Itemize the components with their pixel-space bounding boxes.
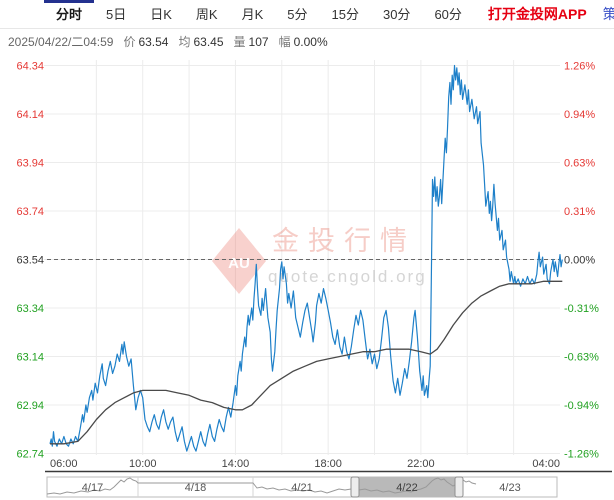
watermark-title: 金投行情 <box>272 226 416 256</box>
y-axis-price-label: 63.74 <box>16 206 44 218</box>
y-axis-price-label: 63.34 <box>16 303 44 315</box>
strategy-badge-label: 策 <box>602 6 614 22</box>
x-axis-time-label: 22:00 <box>407 458 435 470</box>
y-axis-percent-label: 0.31% <box>564 206 595 218</box>
watermark-subtitle: quote.cngold.org <box>268 267 427 286</box>
navigator-date-label: 4/17 <box>82 482 103 494</box>
y-axis-percent-label: 0.00% <box>564 255 595 267</box>
x-axis-time-label: 06:00 <box>50 458 78 470</box>
y-axis-percent-label: -0.63% <box>564 352 599 364</box>
quote-volume: 量 107 <box>233 35 269 49</box>
y-axis-price-label: 62.74 <box>16 449 44 461</box>
y-axis-price-label: 62.94 <box>16 400 44 412</box>
tab-60min[interactable]: 60分 <box>434 6 462 22</box>
y-axis-price-label: 64.34 <box>16 61 44 73</box>
y-axis-percent-label: 1.26% <box>564 61 595 73</box>
tab-week-k[interactable]: 周K <box>195 6 218 22</box>
chart-period-tabbar: 分时 5日 日K 周K 月K 5分 15分 30分 60分 打开金投网APP 策 <box>0 0 614 29</box>
quote-price: 价 63.54 <box>123 35 169 49</box>
y-axis-percent-label: -1.26% <box>564 449 599 461</box>
navigator-date-label: 4/23 <box>499 482 520 494</box>
strategy-badge[interactable]: 策 <box>603 4 614 24</box>
y-axis-price-label: 64.14 <box>16 109 44 121</box>
y-axis-percent-label: 0.94% <box>564 109 595 121</box>
average-price-line <box>50 280 563 445</box>
navigator-sparkline <box>46 477 477 495</box>
x-axis-time-label: 18:00 <box>314 458 342 470</box>
navigator-date-label: 4/18 <box>185 482 206 494</box>
quote-average: 均 63.45 <box>178 35 224 49</box>
tab-30min[interactable]: 30分 <box>382 6 411 22</box>
watermark: AU 金投行情 quote.cngold.org <box>212 226 427 294</box>
y-axis-price-label: 63.94 <box>16 158 44 170</box>
navigator-date-label: 4/22 <box>396 482 417 494</box>
tab-5day[interactable]: 5日 <box>106 6 127 22</box>
price-line <box>49 64 563 452</box>
navigator-date-label: 4/21 <box>291 482 312 494</box>
x-axis-time-label: 04:00 <box>532 458 560 470</box>
open-app-link[interactable]: 打开金投网APP <box>487 6 587 22</box>
tab-day-k[interactable]: 日K <box>150 6 172 22</box>
quote-change: 幅 0.00% <box>278 35 328 49</box>
x-axis-time-label: 14:00 <box>222 458 250 470</box>
watermark-logo-text: AU <box>228 255 250 272</box>
y-axis-price-label: 63.14 <box>16 352 44 364</box>
tab-15min[interactable]: 15分 <box>331 6 359 22</box>
navigator-handle[interactable] <box>350 476 360 498</box>
quote-datetime: 2025/04/22/二04:59 <box>8 35 114 49</box>
watermark-logo-diamond <box>212 228 266 294</box>
tab-month-k[interactable]: 月K <box>241 6 264 22</box>
y-axis-percent-label: -0.94% <box>564 400 599 412</box>
y-axis-percent-label: -0.31% <box>564 303 599 315</box>
navigator-handle[interactable] <box>454 476 464 498</box>
tab-5min[interactable]: 5分 <box>287 6 308 22</box>
y-axis-percent-label: 0.63% <box>564 158 595 170</box>
quote-info-bar: 2025/04/22/二04:59 价 63.54 均 63.45 量 107 幅 0.… <box>0 30 614 53</box>
x-axis-time-label: 10:00 <box>129 458 157 470</box>
y-axis-price-label: 63.54 <box>16 255 44 267</box>
tab-fenshi[interactable]: 分时 <box>44 0 95 29</box>
